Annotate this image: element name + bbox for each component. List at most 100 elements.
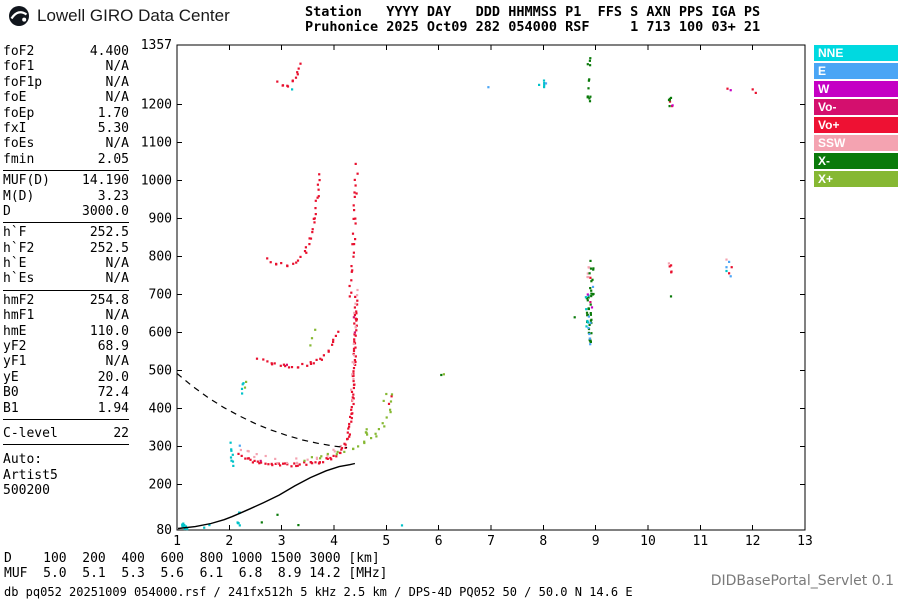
param-value: 20.0: [97, 369, 129, 385]
param-row-yf1: yF1 N/A: [3, 354, 129, 369]
auto-line-artist5: Artist5: [3, 467, 58, 483]
y-tick-label: 80: [156, 523, 172, 538]
y-tick-label: 1200: [141, 98, 172, 113]
param-row-h-es: h`Es N/A: [3, 271, 129, 286]
param-row-b0: B0 72.4: [3, 385, 129, 400]
param-row-ye: yE 20.0: [3, 370, 129, 385]
scale-row-d: D 100 200 400 600 800 1000 1500 3000 [km…: [4, 551, 380, 566]
param-label: fmin: [3, 151, 35, 167]
legend-item-x: X-: [814, 153, 898, 169]
parameter-panel: foF2 4.400 foF1 N/A foF1p N/A foE N/A foEp 1.70 fx…: [3, 44, 129, 499]
series-w: [586, 89, 732, 309]
legend-item-vo: Vo-: [814, 99, 898, 115]
y-tick-label: 1000: [141, 174, 172, 189]
param-row-foep: foEp 1.70: [3, 106, 129, 121]
lowell-giro-logo-icon: [9, 6, 29, 26]
x-tick-label: 5: [382, 534, 390, 549]
x-tick-label: 1: [173, 534, 181, 549]
param-label: foF2: [3, 44, 35, 59]
overlay-muf-transmission-curve: [176, 373, 348, 449]
param-label: M(D): [3, 188, 35, 204]
x-tick-label: 4: [330, 534, 338, 549]
series-e: [238, 82, 732, 447]
brand-title: Lowell GIRO Data Center: [37, 6, 230, 25]
x-tick-label: 2: [225, 534, 233, 549]
param-value: N/A: [105, 354, 129, 370]
param-row-m-d: M(D) 3.23: [3, 189, 129, 204]
param-value: N/A: [105, 59, 129, 75]
param-label: B1: [3, 400, 19, 416]
param-value: N/A: [105, 74, 129, 90]
y-tick-label: 900: [149, 212, 172, 227]
y-tick-label: 800: [149, 250, 172, 265]
param-value: 252.5: [89, 240, 129, 256]
auto-scaling-block: Auto: Artist5 500200: [3, 452, 129, 498]
x-tick-label: 3: [278, 534, 286, 549]
status-line: db pq052 20251009 054000.rsf / 241fx512h…: [4, 585, 633, 599]
legend-item-w: W: [814, 81, 898, 97]
station-header: Station YYYY DAY DDD HHMMSS P1 FFS S AXN…: [305, 5, 760, 35]
param-row-fof2: foF2 4.400: [3, 44, 129, 59]
axis-labels: 1 2 3 4 5 6 7 8 9 10 11 12 1313571200110010009008007…: [141, 38, 813, 549]
station-header-values: Pruhonice 2025 Oct09 282 054000 RSF 1 71…: [305, 19, 761, 35]
param-label: hmF1: [3, 308, 35, 324]
separator: [3, 444, 129, 446]
x-tick-label: 11: [693, 534, 709, 549]
separator: [3, 222, 129, 224]
param-row-hme: hmE 110.0: [3, 324, 129, 339]
param-value: N/A: [105, 136, 129, 152]
param-row-fof1: foF1 N/A: [3, 59, 129, 74]
auto-line-500200: 500200: [3, 483, 50, 499]
param-value: 14.190: [82, 173, 129, 189]
param-label: h`F: [3, 225, 27, 241]
param-row-hmf2: hmF2 254.8: [3, 293, 129, 308]
param-value: 3000.0: [82, 203, 129, 219]
param-value: N/A: [105, 256, 129, 272]
param-label: fxI: [3, 120, 27, 136]
series-ssw: [239, 258, 728, 465]
servlet-version: DIDBasePortal_Servlet 0.1: [710, 573, 894, 589]
series-x: [243, 328, 445, 462]
param-value: 252.5: [89, 225, 129, 241]
param-label: h`Es: [3, 271, 35, 287]
y-tick-label: 1100: [141, 136, 172, 151]
separator: [3, 418, 129, 420]
series-nne: [181, 79, 728, 531]
param-label: foE: [3, 90, 27, 106]
param-value: 1.94: [97, 400, 129, 416]
param-label: h`E: [3, 256, 27, 272]
param-label: foEs: [3, 136, 35, 152]
axis-ticks: [176, 44, 806, 531]
param-value: 22: [113, 425, 129, 441]
param-value: N/A: [105, 271, 129, 287]
param-row-c-level: C-level 22: [3, 426, 129, 441]
x-tick-label: 12: [745, 534, 761, 549]
param-row-d: D 3000.0: [3, 204, 129, 219]
param-row-h-e: h`E N/A: [3, 256, 129, 271]
x-tick-label: 9: [592, 534, 600, 549]
series-x: [260, 57, 673, 527]
y-tick-label: 600: [149, 326, 172, 341]
param-label: yF2: [3, 339, 27, 355]
param-row-b1: B1 1.94: [3, 401, 129, 416]
legend-item-nne: NNE: [814, 45, 898, 61]
param-value: 110.0: [89, 323, 129, 339]
param-label: hmE: [3, 323, 27, 339]
param-label: MUF(D): [3, 173, 50, 189]
y-tick-label: 200: [149, 477, 172, 492]
param-label: foF1: [3, 59, 35, 75]
param-value: 4.400: [89, 44, 129, 59]
param-value: 2.05: [97, 151, 129, 167]
param-label: foEp: [3, 105, 35, 121]
legend-item-vo: Vo+: [814, 117, 898, 133]
x-tick-label: 13: [797, 534, 813, 549]
x-tick-label: 8: [539, 534, 547, 549]
separator: [3, 170, 129, 172]
param-row-fxi: fxI 5.30: [3, 121, 129, 136]
station-header-labels: Station YYYY DAY DDD HHMMSS P1 FFS S AXN…: [305, 4, 761, 20]
param-value: 72.4: [97, 385, 129, 401]
param-row-fmin: fmin 2.05: [3, 152, 129, 167]
param-label: yF1: [3, 354, 27, 370]
param-row-hmf1: hmF1 N/A: [3, 308, 129, 323]
param-label: foF1p: [3, 74, 43, 90]
